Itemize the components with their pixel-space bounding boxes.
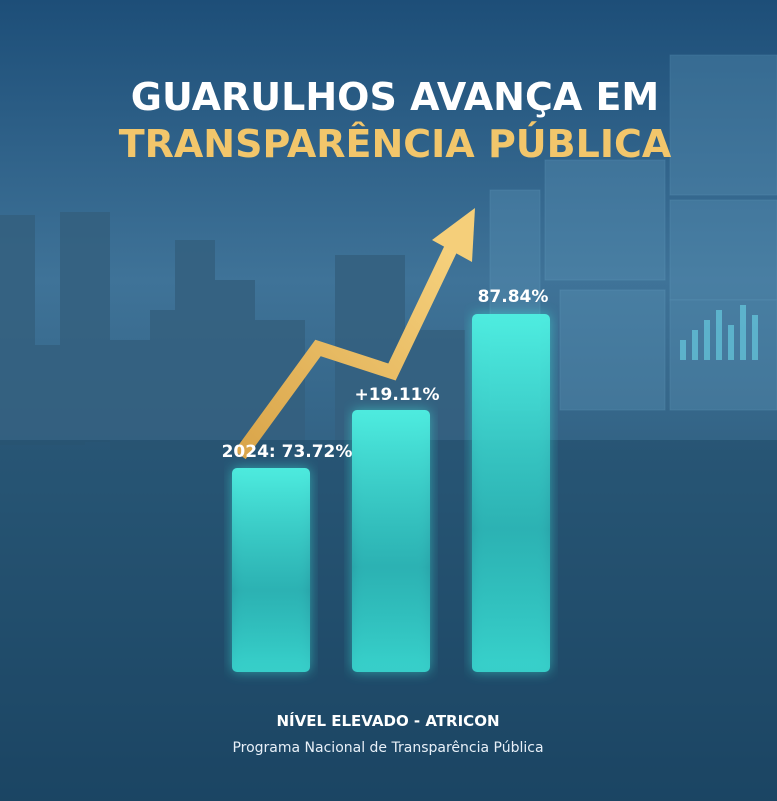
- footer-title: NÍVEL ELEVADO - ATRICON: [276, 711, 499, 730]
- bar: [472, 314, 550, 672]
- bars: [232, 314, 550, 672]
- bar: [232, 468, 310, 672]
- trend-arrow: [234, 236, 462, 460]
- dashboard: [489, 54, 777, 411]
- title-line-2: TRANSPARÊNCIA PÚBLICA: [119, 122, 672, 166]
- bar: [352, 410, 430, 672]
- title-line-1: GUARULHOS AVANÇA EM: [131, 75, 660, 119]
- arrow-head: [432, 208, 475, 262]
- bar-label: 87.84%: [478, 287, 549, 307]
- bar-label: +19.11%: [354, 385, 439, 405]
- dashboard-bars: [680, 305, 758, 360]
- bar-label: 2024: 73.72%: [222, 442, 353, 462]
- footer-subtitle: Programa Nacional de Transparência Públi…: [232, 740, 543, 756]
